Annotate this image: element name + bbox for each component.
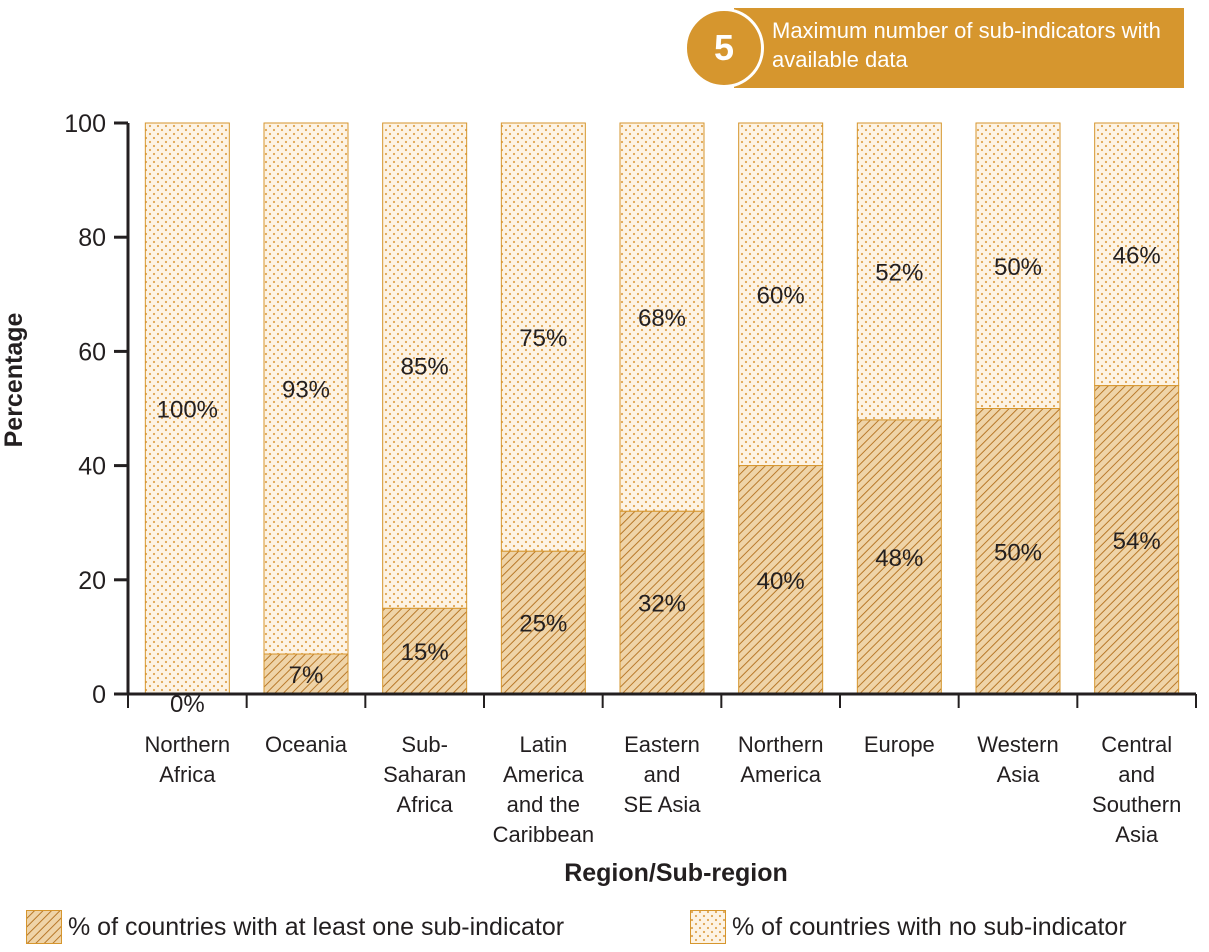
data-label-at-least-one: 32% [638, 591, 686, 618]
category-label: and [644, 762, 681, 787]
category-label: America [503, 762, 584, 787]
bar-no-subindicator [738, 122, 824, 467]
bar-no-subindicator [500, 122, 586, 552]
bar-at-least-one [975, 408, 1061, 695]
data-label-no-subindicator: 60% [757, 282, 805, 309]
category-label: Saharan [383, 762, 466, 787]
category-label: Sub- [401, 732, 447, 757]
y-tick-label: 0 [92, 681, 106, 709]
category-label: Oceania [265, 732, 348, 757]
data-label-at-least-one: 50% [994, 539, 1042, 566]
bar-at-least-one [382, 607, 468, 695]
y-tick-label: 80 [78, 224, 106, 252]
data-label-no-subindicator: 50% [994, 254, 1042, 281]
data-label-no-subindicator: 52% [875, 259, 923, 286]
data-label-at-least-one: 40% [757, 568, 805, 595]
legend-label-at-least-one: % of countries with at least one sub-ind… [68, 912, 565, 941]
data-label-at-least-one: 7% [289, 662, 324, 689]
data-label-at-least-one: 0% [170, 691, 205, 718]
category-label: Eastern [624, 732, 700, 757]
category-label: Caribbean [493, 822, 595, 847]
data-label-no-subindicator: 85% [401, 354, 449, 381]
data-label-no-subindicator: 75% [519, 325, 567, 352]
category-label: Northern [145, 732, 231, 757]
bar-no-subindicator [382, 122, 468, 609]
bar-no-subindicator [144, 122, 230, 695]
y-tick-label: 40 [78, 453, 106, 481]
y-axis-title: Percentage [0, 313, 28, 448]
data-label-at-least-one: 25% [519, 611, 567, 638]
bar-at-least-one [738, 465, 824, 695]
category-label: and [1118, 762, 1155, 787]
badge-caption: Maximum number of sub-indicators with av… [772, 18, 1161, 72]
bar-at-least-one [1094, 385, 1180, 695]
category-label: Latin [519, 732, 567, 757]
category-label: and the [507, 792, 580, 817]
bar-no-subindicator [263, 122, 349, 655]
category-label: Southern [1092, 792, 1181, 817]
bar-at-least-one [856, 419, 942, 695]
data-label-no-subindicator: 93% [282, 377, 330, 404]
x-axis-title: Region/Sub-region [564, 859, 788, 887]
data-label-no-subindicator: 46% [1113, 242, 1161, 269]
category-label: Europe [864, 732, 935, 757]
legend-item-no-subindicator: % of countries with no sub-indicator [690, 910, 1127, 944]
badge-banner [734, 8, 1184, 88]
category-label: Asia [1115, 822, 1159, 847]
data-label-at-least-one: 15% [401, 639, 449, 666]
category-label: Africa [397, 792, 454, 817]
legend-item-at-least-one: % of countries with at least one sub-ind… [26, 910, 564, 944]
data-label-at-least-one: 48% [875, 545, 923, 572]
bar-no-subindicator [1094, 122, 1180, 387]
category-label: America [740, 762, 821, 787]
category-label: Central [1101, 732, 1172, 757]
y-tick-label: 20 [78, 567, 106, 595]
bar-no-subindicator [856, 122, 942, 421]
data-label-at-least-one: 54% [1113, 528, 1161, 555]
category-label: Asia [997, 762, 1041, 787]
bar-no-subindicator [619, 122, 705, 512]
category-label: Western [977, 732, 1059, 757]
bar-at-least-one [263, 653, 349, 695]
category-label: Northern [738, 732, 824, 757]
bar-no-subindicator [975, 122, 1061, 409]
legend-dots-swatch [690, 910, 726, 944]
data-label-no-subindicator: 68% [638, 305, 686, 332]
y-tick-label: 60 [78, 338, 106, 366]
category-label: SE Asia [623, 792, 701, 817]
legend-label-no-subindicator: % of countries with no sub-indicator [732, 912, 1127, 941]
legend-hatch-swatch [26, 910, 62, 944]
badge-number: 5 [684, 8, 764, 88]
max-subindicators-badge: 5 Maximum number of sub-indicators with … [684, 8, 1184, 88]
category-label: Africa [159, 762, 216, 787]
data-label-no-subindicator: 100% [157, 397, 218, 424]
y-tick-label: 100 [64, 110, 106, 138]
